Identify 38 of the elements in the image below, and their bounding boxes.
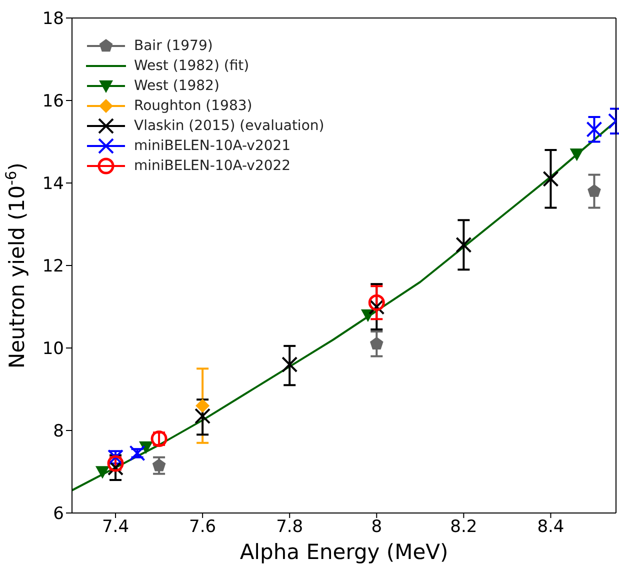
legend-label: miniBELEN-10A-v2022 (134, 158, 291, 174)
point (368, 294, 385, 311)
point (152, 458, 166, 472)
y-tick-label: 10 (42, 339, 64, 360)
legend-label: West (1982) (134, 78, 220, 94)
x-tick-label: 8 (371, 517, 382, 538)
point (456, 236, 472, 253)
point (194, 408, 211, 424)
y-tick-label: 12 (42, 256, 64, 277)
legend-label: Vlaskin (2015) (evaluation) (134, 118, 324, 134)
y-tick-label: 8 (53, 422, 64, 442)
x-axis-title: Alpha Energy (MeV) (240, 540, 448, 564)
y-tick-label: 14 (42, 174, 64, 194)
legend-label: Roughton (1983) (134, 98, 252, 114)
y-tick-label: 16 (42, 92, 64, 112)
point (368, 298, 385, 315)
point (588, 184, 601, 197)
line-series (72, 120, 616, 492)
legend-label: miniBELEN-10A-v2021 (134, 138, 291, 154)
point (370, 336, 384, 350)
point (282, 356, 298, 372)
y-tick-label: 18 (42, 9, 64, 30)
x-tick-label: 8.4 (537, 517, 564, 538)
x-tick-label: 8.2 (450, 517, 478, 538)
x-tick-label: 7.6 (189, 517, 216, 538)
point (542, 170, 559, 187)
x-tick-label: 7.4 (102, 517, 130, 538)
point (108, 460, 124, 476)
point (196, 398, 210, 413)
point (129, 445, 146, 462)
x-tick-label: 7.8 (276, 517, 304, 538)
point (138, 441, 153, 454)
legend-label: Bair (1979) (134, 38, 213, 54)
legend-label: West (1982) (fit) (134, 58, 250, 74)
point (570, 148, 584, 162)
point (95, 466, 110, 479)
y-tick-label: 6 (53, 504, 64, 524)
point (586, 121, 602, 138)
